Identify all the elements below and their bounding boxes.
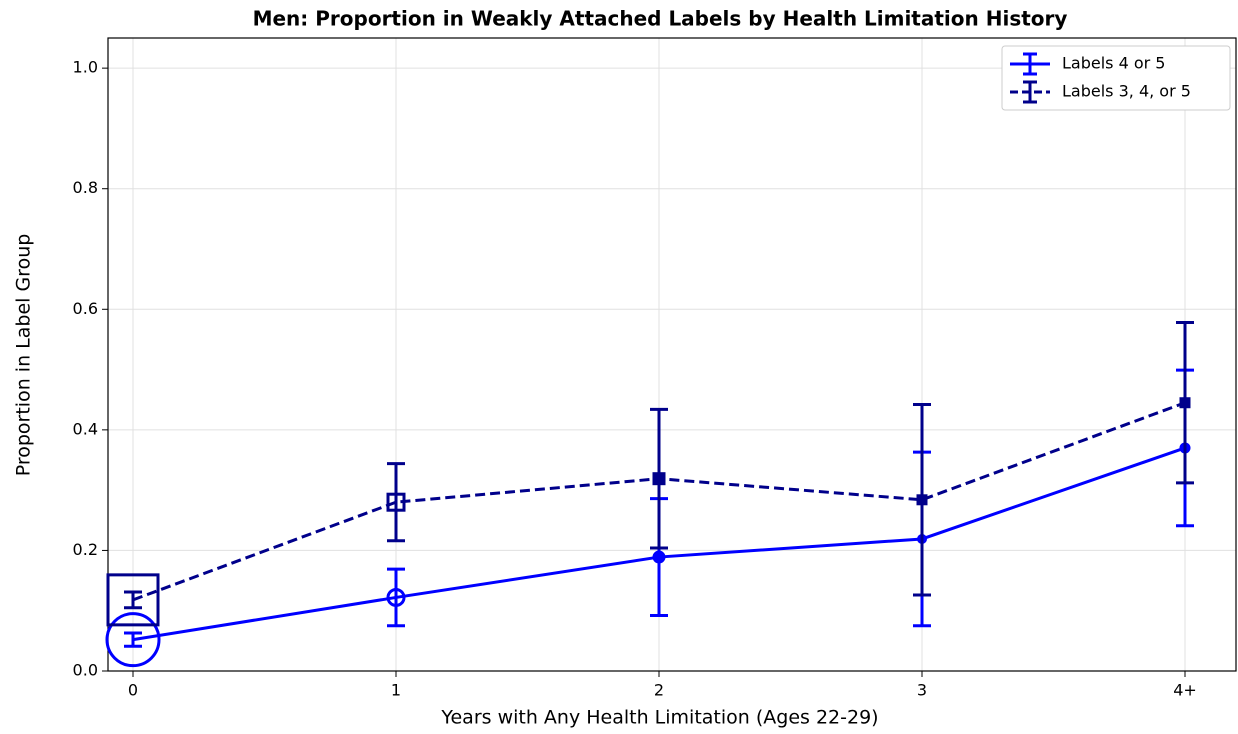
y-tick-label: 1.0 (73, 58, 98, 77)
chart-title: Men: Proportion in Weakly Attached Label… (253, 7, 1068, 31)
y-tick-label: 0.2 (73, 540, 98, 559)
x-tick-label: 4+ (1173, 681, 1197, 700)
y-tick-label: 0.6 (73, 299, 98, 318)
x-tick-label: 1 (391, 681, 401, 700)
y-tick-label: 0.0 (73, 661, 98, 680)
legend-label: Labels 3, 4, or 5 (1062, 82, 1191, 101)
x-axis-label: Years with Any Health Limitation (Ages 2… (440, 707, 878, 729)
marker (652, 472, 666, 486)
y-tick-label: 0.8 (73, 178, 98, 197)
marker (916, 494, 928, 506)
marker (386, 587, 406, 607)
legend-label: Labels 4 or 5 (1062, 54, 1165, 73)
marker (1179, 397, 1191, 409)
legend: Labels 4 or 5 Labels 3, 4, or 5 (1001, 45, 1231, 111)
marker (106, 573, 160, 627)
legend-box (1001, 45, 1231, 111)
x-tick-label: 3 (917, 681, 927, 700)
x-tick-label: 2 (654, 681, 664, 700)
plot-frame (107, 37, 1237, 672)
x-tick-label: 0 (128, 681, 138, 700)
marker (652, 550, 666, 564)
marker (105, 612, 161, 668)
marker (386, 492, 406, 512)
y-axis-label: Proportion in Label Group (13, 234, 35, 477)
y-tick-label: 0.4 (73, 419, 98, 438)
